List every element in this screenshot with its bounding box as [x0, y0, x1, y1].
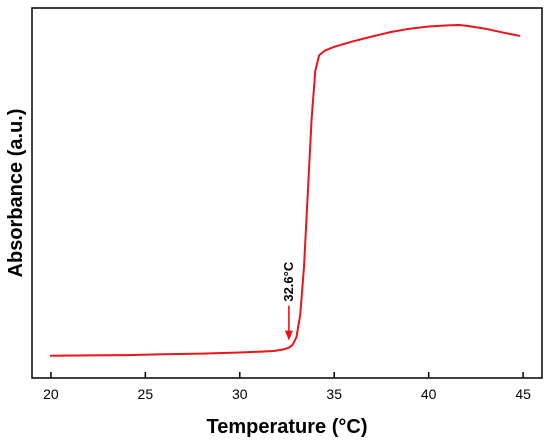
- x-axis-title: Temperature (°C): [207, 416, 368, 438]
- x-tick-label: 45: [515, 386, 531, 402]
- x-tick-label: 30: [232, 386, 248, 402]
- annotation-label: 32.6°C: [281, 261, 296, 302]
- x-tick-label: 40: [421, 386, 437, 402]
- annotation-arrow-head: [284, 330, 293, 341]
- x-axis-ticks: 20 25 30 35 40 45: [43, 372, 531, 402]
- x-tick-label: 25: [138, 386, 154, 402]
- series-line-absorbance: [49, 24, 521, 357]
- x-tick-label: 20: [43, 386, 59, 402]
- x-tick-label: 35: [326, 386, 342, 402]
- y-axis-title: Absorbance (a.u.): [5, 109, 27, 278]
- plot-frame: [31, 7, 543, 379]
